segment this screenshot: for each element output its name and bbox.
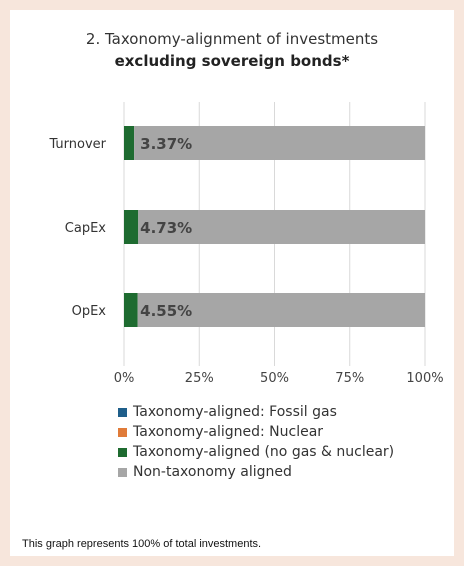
bar-segment	[134, 126, 425, 160]
bar-segment	[124, 210, 139, 244]
category-label: CapEx	[65, 221, 107, 236]
chart-legend: Taxonomy-aligned: Fossil gas Taxonomy-ali…	[118, 402, 394, 482]
bar-segment	[138, 210, 425, 244]
x-tick-label: 50%	[260, 371, 289, 386]
bar-segment	[137, 293, 425, 327]
chart-title: 2. Taxonomy-alignment of investments	[85, 30, 379, 48]
legend-swatch	[118, 407, 127, 417]
x-tick-label: 25%	[185, 371, 214, 386]
category-label: Turnover	[48, 137, 106, 152]
legend-label: Taxonomy-aligned: Fossil gas	[133, 404, 337, 420]
data-label: 4.55%	[140, 302, 192, 320]
legend-swatch	[118, 447, 127, 457]
legend-label: Non-taxonomy aligned	[133, 464, 292, 480]
legend-item: Taxonomy-aligned: Fossil gas	[118, 402, 394, 422]
legend-swatch	[118, 427, 127, 437]
legend-item: Taxonomy-aligned (no gas & nuclear)	[118, 442, 394, 462]
legend-label: Taxonomy-aligned (no gas & nuclear)	[133, 444, 395, 460]
chart-panel: 2. Taxonomy-alignment of investments exc…	[10, 10, 454, 556]
data-label: 3.37%	[140, 135, 192, 153]
chart-subtitle: excluding sovereign bonds*	[114, 52, 350, 70]
category-label: OpEx	[72, 304, 107, 319]
bar-segment	[124, 126, 135, 160]
x-tick-label: 75%	[335, 371, 364, 386]
bar-chart: 0% 25% 50% 75% 100% Turnover 3.37% CapEx 4.73% Op…	[48, 102, 444, 386]
legend-label: Taxonomy-aligned: Nuclear	[133, 424, 324, 440]
legend-item: Taxonomy-aligned: Nuclear	[118, 422, 394, 442]
bar-segment	[124, 293, 138, 327]
footnote: This graph represents 100% of total inve…	[22, 538, 262, 550]
data-label: 4.73%	[140, 219, 192, 237]
x-tick-label: 100%	[406, 371, 443, 386]
legend-swatch	[118, 467, 127, 477]
legend-item: Non-taxonomy aligned	[118, 462, 394, 482]
x-tick-label: 0%	[114, 371, 135, 386]
